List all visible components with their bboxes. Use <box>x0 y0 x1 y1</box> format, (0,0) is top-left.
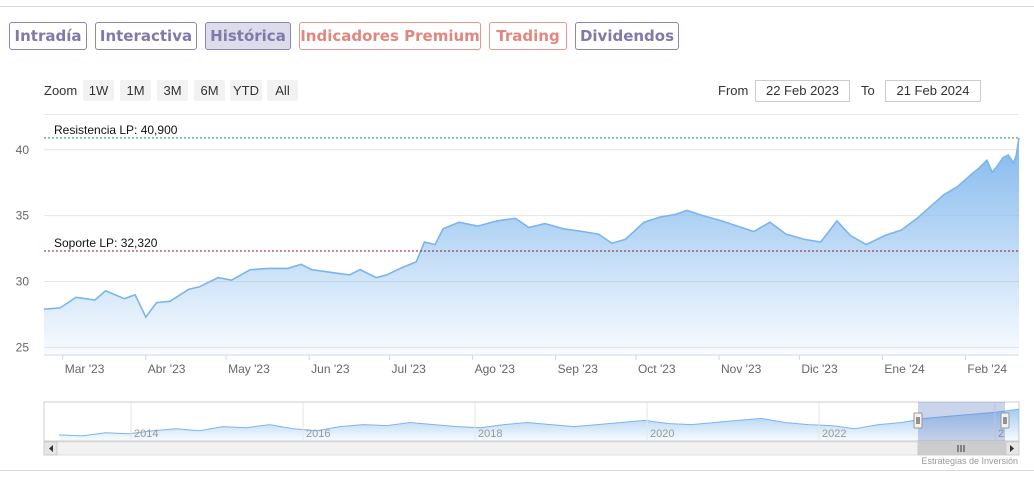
support-resistance-lines: Resistencia LP: 40,900 Soporte LP: 32,320 <box>44 123 1019 252</box>
navigator-year-label: 2022 <box>822 428 846 440</box>
x-tick-label: Mar '23 <box>65 362 105 376</box>
from-label: From <box>718 83 749 98</box>
bottom-divider <box>0 470 1034 471</box>
navigator-left-handle <box>913 412 923 429</box>
navigator-line <box>58 408 1020 437</box>
to-date-input[interactable]: 21 Feb 2024 <box>885 80 981 102</box>
navigator-year-label: 2 <box>998 428 1004 440</box>
chevron-left-icon <box>49 445 53 452</box>
navigator-year-label: 2016 <box>306 428 330 440</box>
x-tick-label: Ago '23 <box>475 362 516 376</box>
navigator-year-label: 2020 <box>650 428 674 440</box>
top-divider <box>0 6 1034 7</box>
x-tick-label: Sep '23 <box>558 362 599 376</box>
price-line <box>43 137 1020 319</box>
scrollbar-track <box>43 441 1020 456</box>
zoom-button-1m[interactable]: 1M <box>120 80 151 101</box>
navigator-year-label: 2018 <box>478 428 502 440</box>
x-tick-label: Jul '23 <box>392 362 427 376</box>
navigator[interactable]: 2014 2016 2018 2020 2022 2 <box>43 401 1020 456</box>
x-axis: Mar '23 Abr '23 May '23 Jun '23 Jul '23 Ago '… <box>44 354 1019 376</box>
navigator-right-handle <box>1000 412 1010 429</box>
y-tick-label: 40 <box>16 143 30 157</box>
zoom-button-all[interactable]: All <box>267 80 298 101</box>
y-tick-label: 25 <box>16 340 30 354</box>
navigator-selection <box>918 402 1005 441</box>
support-label: Soporte LP: 32,320 <box>54 236 158 250</box>
zoom-button-1w[interactable]: 1W <box>83 80 114 101</box>
chart-credit: Estrategias de Inversión <box>921 456 1018 466</box>
toolbar-divider <box>44 114 1019 115</box>
y-axis: 25 30 35 40 <box>16 143 30 355</box>
chevron-right-icon <box>1010 445 1014 452</box>
x-tick-label: Oct '23 <box>638 362 676 376</box>
tab-trading[interactable]: Trading <box>489 22 567 50</box>
x-tick-label: May '23 <box>228 362 270 376</box>
zoom-button-ytd[interactable]: YTD <box>230 80 262 101</box>
zoom-button-3m[interactable]: 3M <box>157 80 188 101</box>
x-tick-label: Ene '24 <box>884 362 925 376</box>
area-fill <box>44 137 1019 354</box>
x-tick-label: Dic '23 <box>801 362 838 376</box>
zoom-button-6m[interactable]: 6M <box>194 80 225 101</box>
navigator-area <box>59 409 1019 441</box>
tab-dividendos[interactable]: Dividendos <box>575 22 679 50</box>
x-tick-label: Abr '23 <box>148 362 186 376</box>
y-tick-label: 35 <box>16 209 30 223</box>
tab-historica[interactable]: Histórica <box>205 22 291 50</box>
tab-interactiva[interactable]: Interactiva <box>95 22 197 50</box>
x-tick-label: Feb '24 <box>967 362 1007 376</box>
navigator-year-label: 2014 <box>134 428 158 440</box>
from-date-input[interactable]: 22 Feb 2023 <box>755 80 850 102</box>
y-tick-label: 30 <box>16 275 30 289</box>
x-tick-label: Nov '23 <box>721 362 762 376</box>
to-label: To <box>861 83 875 98</box>
zoom-label: Zoom <box>44 83 78 98</box>
x-tick-label: Jun '23 <box>311 362 350 376</box>
tab-intradia[interactable]: Intradía <box>9 22 87 50</box>
resistance-label: Resistencia LP: 40,900 <box>54 123 178 137</box>
tab-indicadores-premium[interactable]: Indicadores Premium <box>299 22 481 50</box>
price-area <box>43 137 1020 354</box>
